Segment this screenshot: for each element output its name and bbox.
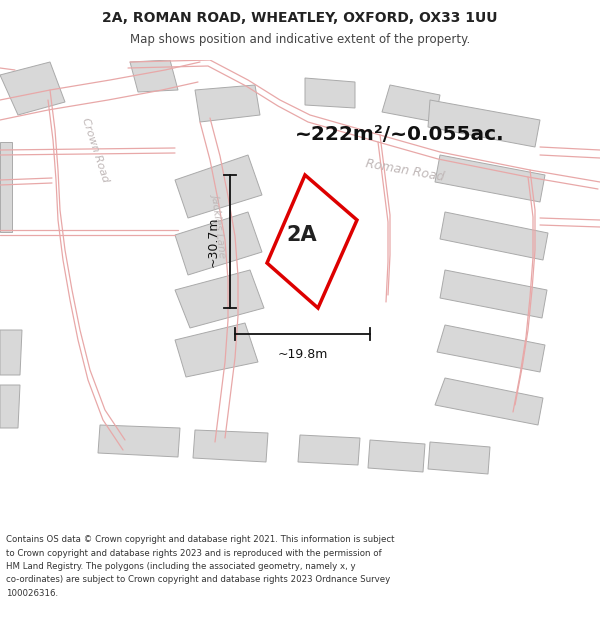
- Polygon shape: [98, 425, 180, 457]
- Text: 100026316.: 100026316.: [6, 589, 58, 598]
- Text: Contains OS data © Crown copyright and database right 2021. This information is : Contains OS data © Crown copyright and d…: [6, 535, 395, 544]
- Polygon shape: [0, 330, 22, 375]
- Polygon shape: [267, 175, 357, 308]
- Polygon shape: [440, 212, 548, 260]
- Text: 2A, ROMAN ROAD, WHEATLEY, OXFORD, OX33 1UU: 2A, ROMAN ROAD, WHEATLEY, OXFORD, OX33 1…: [102, 11, 498, 25]
- Polygon shape: [0, 142, 12, 232]
- Polygon shape: [435, 155, 545, 202]
- Text: Roman Road: Roman Road: [365, 157, 445, 183]
- Polygon shape: [305, 78, 355, 108]
- Text: ~19.8m: ~19.8m: [277, 348, 328, 361]
- Polygon shape: [193, 430, 268, 462]
- Polygon shape: [130, 60, 178, 92]
- Polygon shape: [440, 270, 547, 318]
- Text: to Crown copyright and database rights 2023 and is reproduced with the permissio: to Crown copyright and database rights 2…: [6, 549, 382, 558]
- Polygon shape: [368, 440, 425, 472]
- Text: Crown Road: Crown Road: [80, 116, 110, 184]
- Polygon shape: [435, 378, 543, 425]
- Text: ~30.7m: ~30.7m: [207, 216, 220, 267]
- Polygon shape: [382, 85, 440, 122]
- Text: ~222m²/~0.055ac.: ~222m²/~0.055ac.: [295, 126, 505, 144]
- Polygon shape: [0, 62, 65, 115]
- Polygon shape: [195, 85, 260, 122]
- Polygon shape: [175, 323, 258, 377]
- Polygon shape: [175, 270, 264, 328]
- Polygon shape: [175, 212, 262, 275]
- Polygon shape: [175, 155, 262, 218]
- Polygon shape: [428, 100, 540, 147]
- Text: co-ordinates) are subject to Crown copyright and database rights 2023 Ordnance S: co-ordinates) are subject to Crown copyr…: [6, 576, 390, 584]
- Polygon shape: [437, 325, 545, 372]
- Polygon shape: [0, 385, 20, 428]
- Text: Map shows position and indicative extent of the property.: Map shows position and indicative extent…: [130, 34, 470, 46]
- Polygon shape: [298, 435, 360, 465]
- Text: 2A: 2A: [287, 225, 317, 245]
- Polygon shape: [428, 442, 490, 474]
- Text: Jackles Lane: Jackles Lane: [211, 192, 229, 258]
- Text: HM Land Registry. The polygons (including the associated geometry, namely x, y: HM Land Registry. The polygons (includin…: [6, 562, 356, 571]
